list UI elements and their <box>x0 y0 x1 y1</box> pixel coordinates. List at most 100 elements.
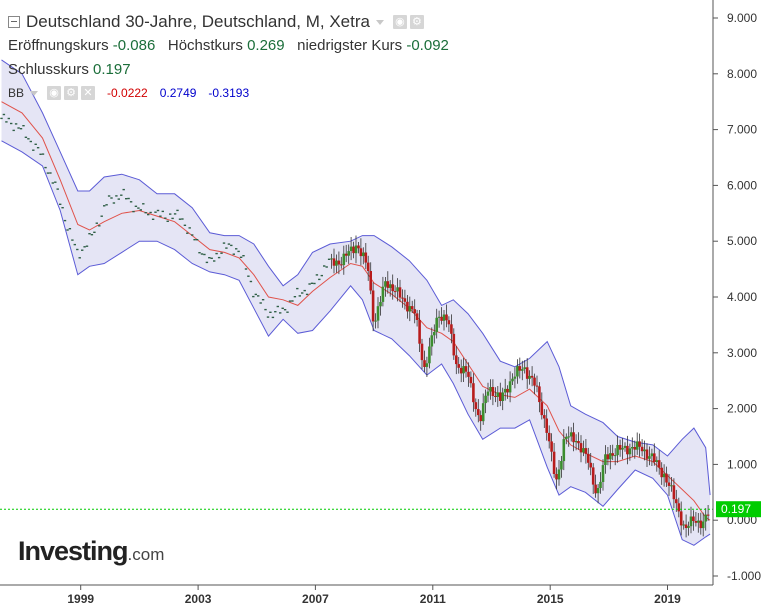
y-tick-label: 7.000 <box>727 123 757 137</box>
candle-down <box>369 271 372 291</box>
candle-down <box>584 448 588 454</box>
candle-up <box>396 287 399 292</box>
candle-up <box>362 252 365 257</box>
current-price-badge: 0.197 <box>716 501 761 518</box>
candle-up <box>481 403 485 422</box>
candle-up <box>701 521 705 529</box>
candle-down <box>594 484 597 494</box>
candle-up <box>601 465 605 482</box>
candle-up <box>442 314 446 321</box>
bb-close-icon[interactable]: ✕ <box>81 86 96 100</box>
x-tick-label: 1999 <box>67 592 94 606</box>
collapse-icon[interactable] <box>8 16 20 28</box>
legend-ohl-row: Eröffnungskurs -0.086 Höchstkurs 0.269 n… <box>8 34 449 58</box>
candle-down <box>626 445 629 455</box>
candle-up <box>486 391 490 396</box>
candle-down <box>459 367 463 374</box>
eye-icon[interactable]: ◉ <box>392 15 407 29</box>
y-tick-label: 8.000 <box>727 67 757 81</box>
bb-label: BB <box>8 86 25 100</box>
current-price-badge-label: 0.197 <box>721 502 751 516</box>
candle-up <box>437 316 441 318</box>
candle-down <box>684 524 688 528</box>
candle-up <box>381 286 385 302</box>
candle-up <box>655 460 659 462</box>
candle-down <box>447 320 451 325</box>
open-value: -0.086 <box>112 37 156 54</box>
current-price-badge-box <box>716 501 761 518</box>
candle-down <box>640 446 644 452</box>
candle-down <box>364 252 368 263</box>
candle-down <box>403 298 407 302</box>
chevron-down-icon[interactable] <box>375 19 384 25</box>
bb-gear-icon[interactable]: ⚙ <box>64 86 79 100</box>
candle-up <box>565 436 568 440</box>
candle-down <box>352 246 355 254</box>
candle-up <box>631 447 634 449</box>
y-tick-label: 6.000 <box>727 178 757 192</box>
bb-chevron-down-icon[interactable] <box>30 90 39 96</box>
candle-down <box>694 521 698 523</box>
candle-up <box>609 453 612 460</box>
low-value: -0.092 <box>406 37 449 54</box>
candle-up <box>687 526 690 528</box>
candle-down <box>672 485 676 500</box>
candle-up <box>574 441 578 443</box>
candle-down <box>589 462 592 468</box>
candle-down <box>401 297 404 299</box>
candle-down <box>337 260 341 265</box>
candle-down <box>667 482 671 486</box>
investing-logo: Investing.com <box>18 536 164 567</box>
chart-legend: Deutschland 30-Jahre, Deutschland, M, Xe… <box>8 10 449 104</box>
candle-up <box>516 366 519 377</box>
candle-up <box>496 392 500 397</box>
candle-up <box>682 524 685 526</box>
candle-down <box>393 291 397 293</box>
candle-up <box>342 253 346 265</box>
candle-up <box>430 335 434 347</box>
candle-up <box>613 455 617 457</box>
y-axis-ticks: 9.000 8.000 7.000 6.000 5.000 4.000 3.000 2.000… <box>713 11 761 583</box>
candle-down <box>359 248 363 257</box>
candle-down <box>653 453 656 462</box>
candle-down <box>479 415 482 422</box>
candle-down <box>423 360 426 367</box>
candle-down <box>699 520 703 529</box>
logo-name: Investing <box>18 536 129 566</box>
high-label: Höchstkurs <box>167 37 243 54</box>
candle-down <box>679 511 683 526</box>
candle-up <box>599 481 602 488</box>
candle-up <box>428 346 431 364</box>
bb-eye-icon[interactable]: ◉ <box>47 86 62 100</box>
candle-up <box>433 332 436 336</box>
legend-close-row: Schlusskurs 0.197 <box>8 58 449 82</box>
candle-down <box>525 367 529 379</box>
candle-down <box>550 441 553 452</box>
candle-down <box>535 385 539 387</box>
candle-down <box>533 377 536 386</box>
candle-up <box>623 445 627 448</box>
candle-up <box>648 456 651 459</box>
candle-down <box>494 396 497 397</box>
candle-down <box>660 467 663 478</box>
x-tick-label: 2007 <box>302 592 329 606</box>
price-marks <box>0 113 710 538</box>
candle-up <box>489 387 492 392</box>
y-tick-label: 4.000 <box>727 290 757 304</box>
candle-down <box>418 320 421 344</box>
candle-up <box>347 251 350 256</box>
candle-up <box>596 488 600 494</box>
y-tick-label: -1.000 <box>727 569 761 583</box>
candle-down <box>415 313 419 320</box>
candle-down <box>450 324 453 334</box>
candle-up <box>604 454 607 465</box>
candle-down <box>555 474 558 480</box>
candle-down <box>538 386 541 403</box>
gear-icon[interactable]: ⚙ <box>409 15 424 29</box>
candle-up <box>484 395 487 404</box>
candle-down <box>645 449 649 459</box>
candle-up <box>560 461 563 470</box>
candle-up <box>349 246 353 251</box>
candle-down <box>540 402 544 416</box>
